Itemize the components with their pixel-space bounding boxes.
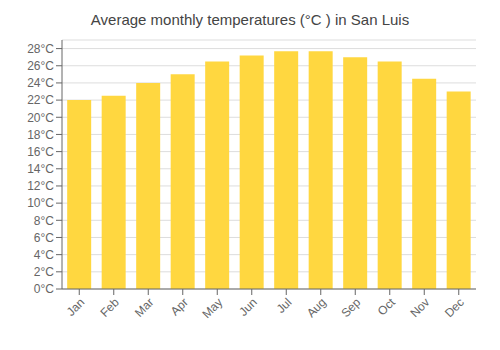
svg-text:6°C: 6°C <box>34 231 54 245</box>
svg-text:Jan: Jan <box>64 295 88 319</box>
html-text:Average monthly temperatures (: Average monthly temperatures (°C ) in Sa… <box>90 11 410 28</box>
svg-text:Feb: Feb <box>97 295 122 320</box>
svg-text:20°C: 20°C <box>27 111 54 125</box>
svg-text:Jul: Jul <box>274 295 295 316</box>
svg-text:Aug: Aug <box>304 295 329 320</box>
svg-text:Mar: Mar <box>132 295 157 320</box>
svg-text:Oct: Oct <box>375 295 399 319</box>
svg-text:Sep: Sep <box>338 295 363 320</box>
svg-text:Jun: Jun <box>236 295 260 319</box>
svg-text:26°C: 26°C <box>27 59 54 73</box>
svg-text:24°C: 24°C <box>27 76 54 90</box>
svg-text:Apr: Apr <box>168 295 191 318</box>
svg-text:14°C: 14°C <box>27 162 54 176</box>
svg-text:12°C: 12°C <box>27 179 54 193</box>
svg-text:4°C: 4°C <box>34 248 54 262</box>
svg-text:8°C: 8°C <box>34 214 54 228</box>
svg-text:0°C: 0°C <box>34 282 54 296</box>
svg-text:18°C: 18°C <box>27 128 54 142</box>
svg-text:22°C: 22°C <box>27 93 54 107</box>
svg-text:Nov: Nov <box>407 295 432 320</box>
svg-text:10°C: 10°C <box>27 196 54 210</box>
svg-text:2°C: 2°C <box>34 265 54 279</box>
svg-text:Dec: Dec <box>442 295 467 320</box>
svg-text:May: May <box>199 295 225 321</box>
svg-text:16°C: 16°C <box>27 145 54 159</box>
svg-text:28°C: 28°C <box>27 42 54 56</box>
